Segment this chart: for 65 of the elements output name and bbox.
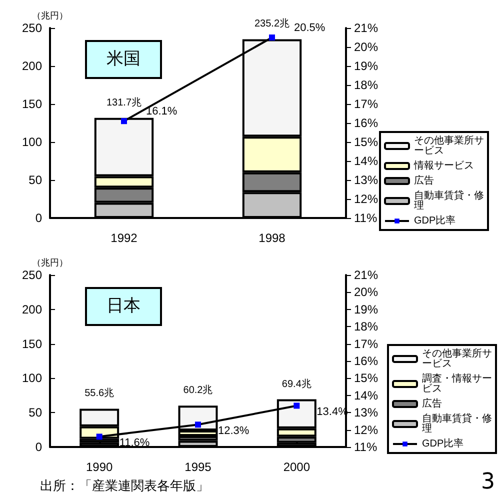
legend-label: 情報サービス [413, 160, 474, 172]
y2-tick-label: 20% [354, 285, 378, 300]
y-tick-label: 50 [28, 173, 42, 187]
y2-tick-label: 16% [354, 354, 378, 368]
y-tick-label: 0 [35, 440, 42, 454]
legend-label: 自動車賃貸・修理 [422, 412, 492, 434]
legend-label: その他事業所サービス [422, 348, 492, 370]
y-tick-label: 200 [22, 302, 42, 316]
y2-tick-label: 14% [354, 388, 378, 402]
y2-tick-label: 15% [354, 371, 378, 386]
y-tick-label: 100 [22, 135, 42, 149]
y2-tick-label: 15% [354, 135, 378, 149]
y2-tick-label: 11% [354, 440, 378, 454]
point [195, 422, 201, 428]
x-tick-label: 2000 [283, 460, 310, 474]
x-tick-label: 1992 [110, 231, 138, 245]
y2-tick-label: 14% [354, 154, 378, 168]
y-tick-label: 200 [22, 59, 42, 73]
total-label: 69.4兆 [282, 378, 312, 390]
legend-label: 広告 [414, 174, 434, 186]
point [96, 434, 102, 440]
legend-label: 調査・情報サービス [422, 372, 492, 394]
x-tick-label: 1990 [86, 460, 114, 474]
y-tick-label: 50 [28, 406, 42, 420]
legend-label: GDP比率 [422, 438, 464, 450]
legend-label: 自動車賃貸・修理 [414, 190, 484, 212]
y2-tick-label: 17% [354, 97, 378, 111]
y2-tick-label: 18% [354, 78, 378, 92]
y2-tick-label: 13% [354, 173, 378, 187]
y2-tick-label: 11% [354, 211, 378, 225]
x-tick-label: 1995 [184, 460, 212, 474]
x-tick-label: 1998 [258, 231, 286, 245]
y2-tick-label: 16% [354, 116, 378, 130]
y2-tick-label: 19% [354, 59, 378, 73]
y2-tick-label: 13% [354, 406, 378, 420]
total-label: 60.2兆 [183, 384, 213, 396]
y-axis-title: （兆円） [32, 10, 68, 20]
y2-tick-label: 21% [354, 21, 378, 35]
legend-label: その他事業所サービス [414, 134, 484, 156]
total-label: 235.2兆 [254, 18, 290, 30]
data-label: 20.5% [294, 22, 326, 34]
text: 出所：「産業連関表各年版」 [40, 478, 209, 494]
y-tick-label: 0 [35, 211, 42, 225]
y2-tick-label: 20% [354, 40, 378, 54]
y-tick-label: 100 [22, 371, 42, 386]
total-label: 131.7兆 [106, 96, 142, 108]
legend-label: GDP比率 [414, 214, 456, 226]
legend-label: 広告 [422, 398, 442, 410]
y2-tick-label: 17% [354, 336, 378, 351]
y-tick-label: 250 [22, 268, 42, 282]
data-label: 16.1% [146, 106, 178, 118]
y2-tick-label: 18% [354, 320, 378, 334]
y2-tick-label: 12% [354, 192, 378, 206]
y-tick-label: 150 [22, 336, 42, 351]
data-label: 12.3% [218, 425, 250, 438]
data-label: 11.6% [119, 437, 150, 450]
y-axis-title: （兆円） [32, 258, 68, 268]
y2-tick-label: 12% [354, 422, 378, 437]
y-tick-label: 150 [22, 97, 42, 111]
y2-tick-label: 19% [354, 302, 378, 316]
total-label: 55.6兆 [84, 387, 114, 400]
point [294, 402, 300, 409]
y-tick-label: 250 [22, 21, 42, 35]
text: 3 [481, 470, 496, 494]
y2-tick-label: 21% [354, 268, 378, 282]
